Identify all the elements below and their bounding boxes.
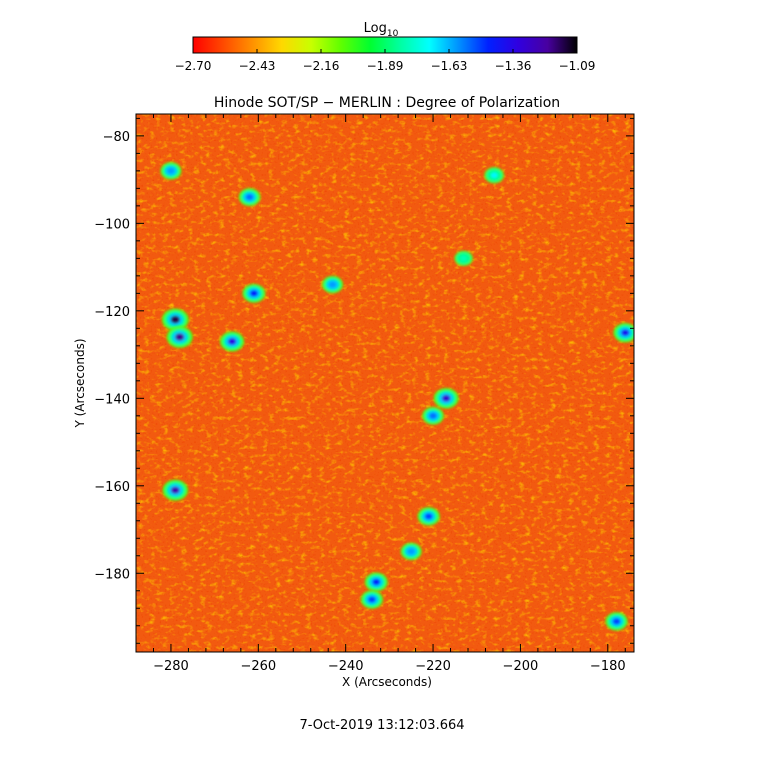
colorbar-tick-label: −1.36 [495,59,532,73]
x-axis: −280 −260 −240 −220 −200 −180 [135,114,626,674]
polarization-region [162,479,189,501]
plot-area: −280 −260 −240 −220 −200 −180 −80 −100 −120 −140… [73,113,635,689]
y-tick-label: −140 [94,392,130,407]
polarization-region [484,167,505,184]
polarization-contour [245,194,254,201]
polarization-region [433,388,459,409]
colorbar-tick-label: −2.16 [303,59,340,73]
colorbar-tick-label: −1.89 [367,59,404,73]
y-tick-label: −80 [103,130,130,145]
colorbar: Log10 −2.70 −2.43 −2.16 −1.89 −1.63 −1.36 −1.0… [175,21,596,73]
polarization-contour [250,290,258,297]
polarization-region [417,507,440,526]
polarization-contour [175,333,185,341]
timestamp: 7-Oct-2019 13:12:03.664 [299,718,464,733]
polarization-region [613,322,634,343]
y-axis: −80 −100 −120 −140 −160 −180 [94,117,634,644]
polarization-contour [227,338,237,345]
polarization-region [422,406,444,425]
colorbar-tick-label: −2.43 [239,59,276,73]
polarization-region [242,283,266,303]
x-tick-label: −220 [415,659,451,674]
polarization-contour [167,167,175,174]
polarization-region [161,308,189,331]
y-axis-label: Y (Arcseconds) [73,338,87,428]
x-tick-label: −240 [328,659,364,674]
colorbar-ticks: −2.70 −2.43 −2.16 −1.89 −1.63 −1.36 −1.09 [175,49,596,73]
x-tick-label: −180 [590,659,626,674]
x-axis-label: X (Arcseconds) [342,675,432,689]
colorbar-tick-label: −2.70 [175,59,212,73]
polarization-contour [424,513,433,520]
polarization-contour [460,255,467,261]
polarization-contour [621,329,630,337]
colorbar-tick-label: −1.09 [559,59,596,73]
polarization-region [400,542,422,561]
polarization-contour [429,412,437,419]
polarization-regions [160,162,634,631]
heatmap-speckle [136,114,634,652]
chart-title: Hinode SOT/SP − MERLIN : Degree of Polar… [214,95,560,111]
polarization-contour [407,548,415,555]
polarization-region [605,612,628,631]
x-tick-label: −260 [240,659,276,674]
polarization-region [219,331,245,352]
colorbar-label: Log10 [364,21,399,39]
polarization-region [166,326,193,348]
x-tick-label: −200 [503,659,539,674]
polarization-region [238,188,261,207]
y-tick-label: −120 [94,305,130,320]
polarization-region [322,275,344,294]
x-tick-label: −280 [153,659,189,674]
y-tick-label: −160 [94,480,130,495]
y-tick-label: −100 [94,217,130,232]
plot-frame [135,113,635,653]
polarization-region [454,250,473,266]
polarization-region [160,162,182,180]
polarization-contour [441,394,451,402]
polarization-region [364,572,388,592]
polarization-contour [170,315,180,324]
y-tick-label: −180 [94,567,130,582]
polarization-contour [368,596,376,603]
polarization-region [360,590,384,609]
polarization-contour [490,172,498,179]
polarization-contour [372,578,381,586]
polarization-contour [329,281,337,288]
polarization-contour [612,618,621,625]
colorbar-tick-label: −1.63 [431,59,468,73]
polarization-contour [170,486,180,494]
